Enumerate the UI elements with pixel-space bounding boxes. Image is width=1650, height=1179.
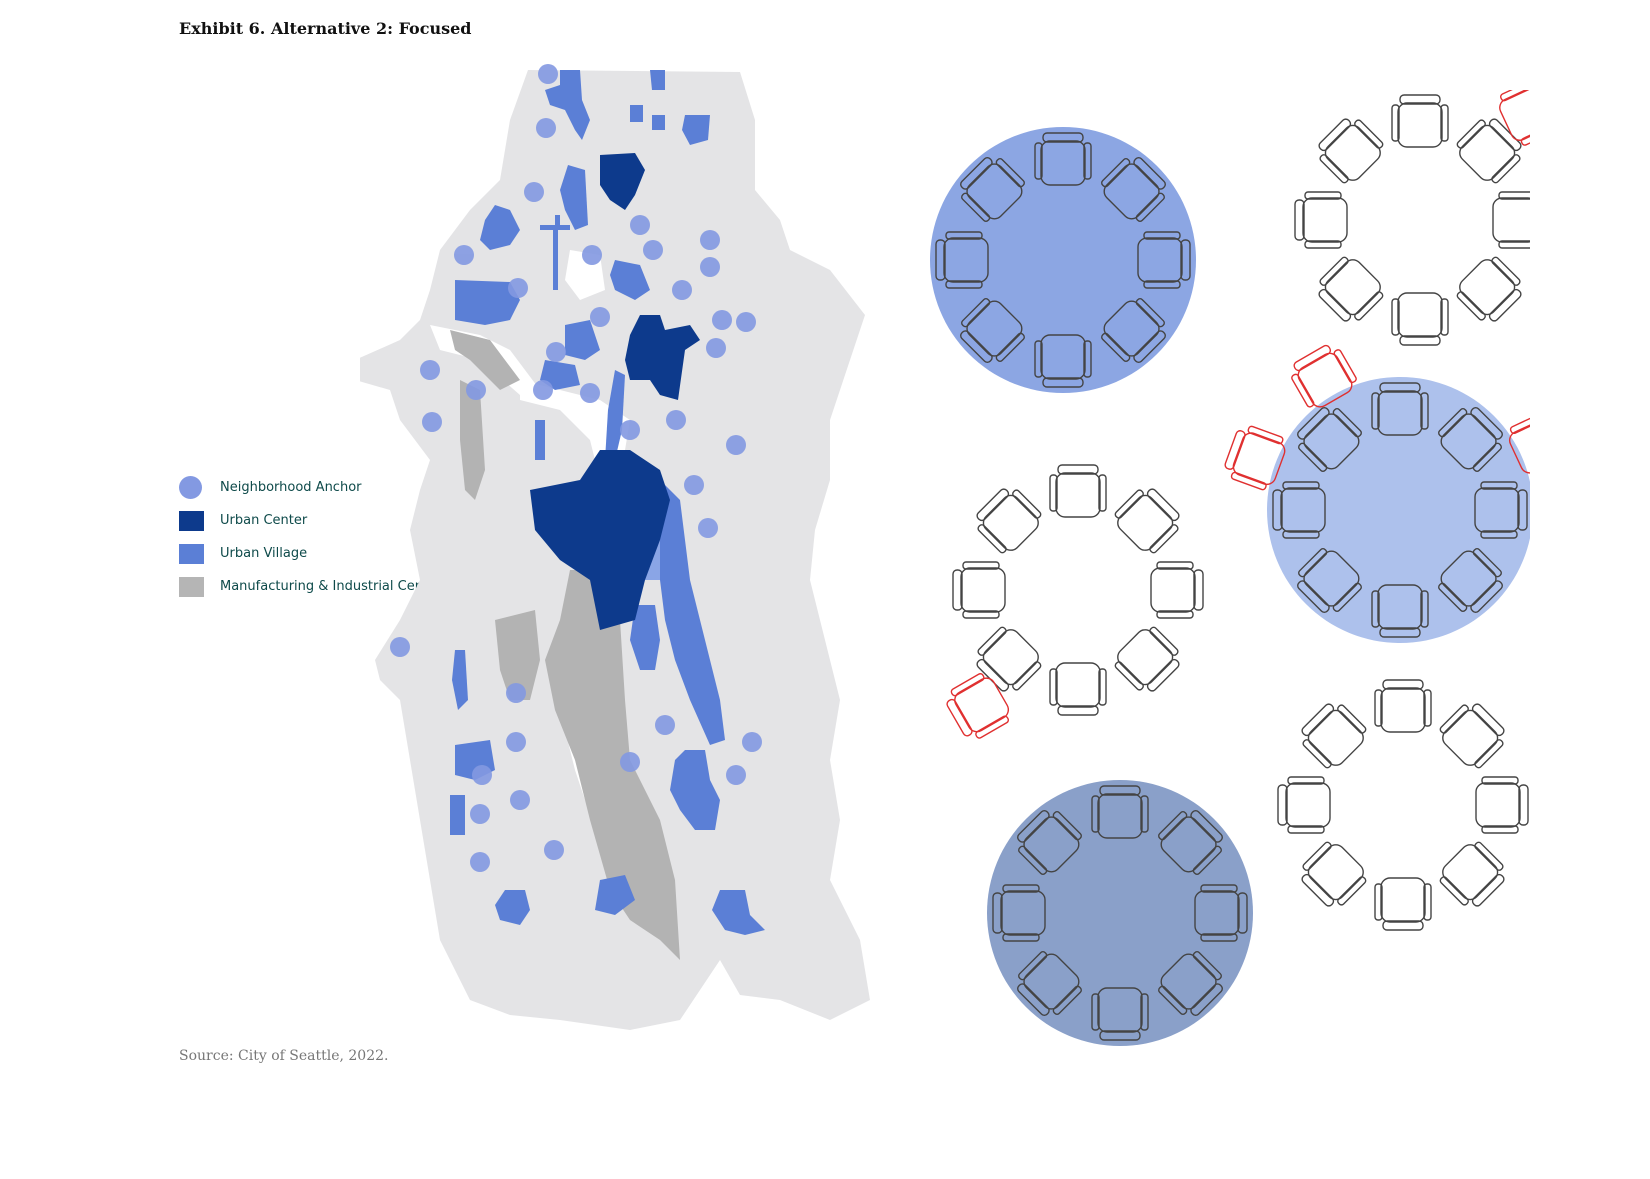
source-note: Source: City of Seattle, 2022. [179,1048,389,1064]
neighborhood-anchor [533,380,553,400]
neighborhood-anchor [590,307,610,327]
urban-village [650,70,665,90]
neighborhood-anchor [538,64,558,84]
urban-village [540,215,570,290]
urban-village [495,890,530,925]
neighborhood-anchor [524,182,544,202]
neighborhood-anchor [630,215,650,235]
neighborhood-anchor [706,338,726,358]
neighborhood-anchor [698,518,718,538]
table-top [987,780,1253,1046]
legend-item-urban-village: Urban Village [179,537,441,570]
legend-item-industrial-center: Manufacturing & Industrial Center [179,570,441,603]
exhibit-title: Exhibit 6. Alternative 2: Focused [179,19,472,38]
legend-item-neighborhood-anchor: Neighborhood Anchor [179,471,441,504]
neighborhood-anchor [684,475,704,495]
neighborhood-anchor [712,310,732,330]
neighborhood-anchor [470,852,490,872]
urban-village [560,165,588,230]
urban-center-swatch [179,510,204,531]
neighborhood-anchor [700,230,720,250]
neighborhood-anchor [726,435,746,455]
seattle-map [360,64,870,1030]
urban-village [655,480,725,745]
neighborhood-anchor [390,637,410,657]
chair-ring-no-table [1294,90,1530,346]
neighborhood-anchor [470,804,490,824]
neighborhood-anchor-swatch [179,476,202,499]
neighborhood-anchor [544,840,564,860]
neighborhood-anchor [546,342,566,362]
neighborhood-anchor [506,732,526,752]
industrial-area [450,330,520,390]
round-table-dark [987,780,1253,1046]
urban-village [605,370,625,460]
urban-village-swatch [179,543,204,564]
neighborhood-anchor [620,420,640,440]
map-legend: Neighborhood Anchor Urban Center Urban V… [179,471,441,603]
neighborhood-anchor [700,257,720,277]
neighborhood-anchor [422,412,442,432]
urban-village [595,875,635,915]
neighborhood-anchor [454,245,474,265]
urban-village [610,260,650,300]
neighborhood-anchor [420,360,440,380]
urban-village [452,650,468,710]
urban-village [630,605,660,670]
neighborhood-anchor [510,790,530,810]
urban-village [450,795,465,835]
urban-village [652,115,665,130]
urban-center [600,153,645,210]
industrial-area [460,380,485,500]
urban-village [565,320,600,360]
chair-ring-no-table [940,464,1204,745]
urban-village [455,280,520,325]
neighborhood-anchor [742,732,762,752]
table-seating-diagrams [930,90,1530,1046]
urban-village [545,70,590,140]
neighborhood-anchor [580,383,600,403]
urban-village [535,420,545,460]
table-top [930,127,1196,393]
legend-label: Manufacturing & Industrial Center [220,579,442,594]
urban-center [530,450,670,630]
chair-ring-no-table [1277,679,1529,931]
legend-label: Neighborhood Anchor [220,480,362,495]
legend-label: Urban Village [220,546,308,561]
neighborhood-anchor [506,683,526,703]
neighborhood-anchor [736,312,756,332]
neighborhood-anchor [655,715,675,735]
urban-center [625,315,700,400]
neighborhood-anchor [582,245,602,265]
neighborhood-anchor [643,240,663,260]
urban-village [682,115,710,145]
industrial-area [545,570,680,960]
legend-item-urban-center: Urban Center [179,504,441,537]
urban-village [670,750,720,830]
urban-village [480,205,520,250]
neighborhood-anchor [536,118,556,138]
neighborhood-anchor [508,278,528,298]
urban-village [540,360,580,390]
neighborhood-anchor [620,752,640,772]
table-top [1267,377,1530,643]
round-table-light [1220,339,1530,643]
industrial-center-swatch [179,576,204,597]
neighborhood-anchor [466,380,486,400]
neighborhood-anchor [666,410,686,430]
legend-label: Urban Center [220,513,308,528]
neighborhood-anchor [672,280,692,300]
urban-village [630,105,643,122]
neighborhood-anchors [390,64,762,872]
neighborhood-anchor [726,765,746,785]
industrial-area [495,610,540,700]
neighborhood-anchor [472,765,492,785]
round-table-blue [930,127,1196,393]
urban-village [712,890,765,935]
